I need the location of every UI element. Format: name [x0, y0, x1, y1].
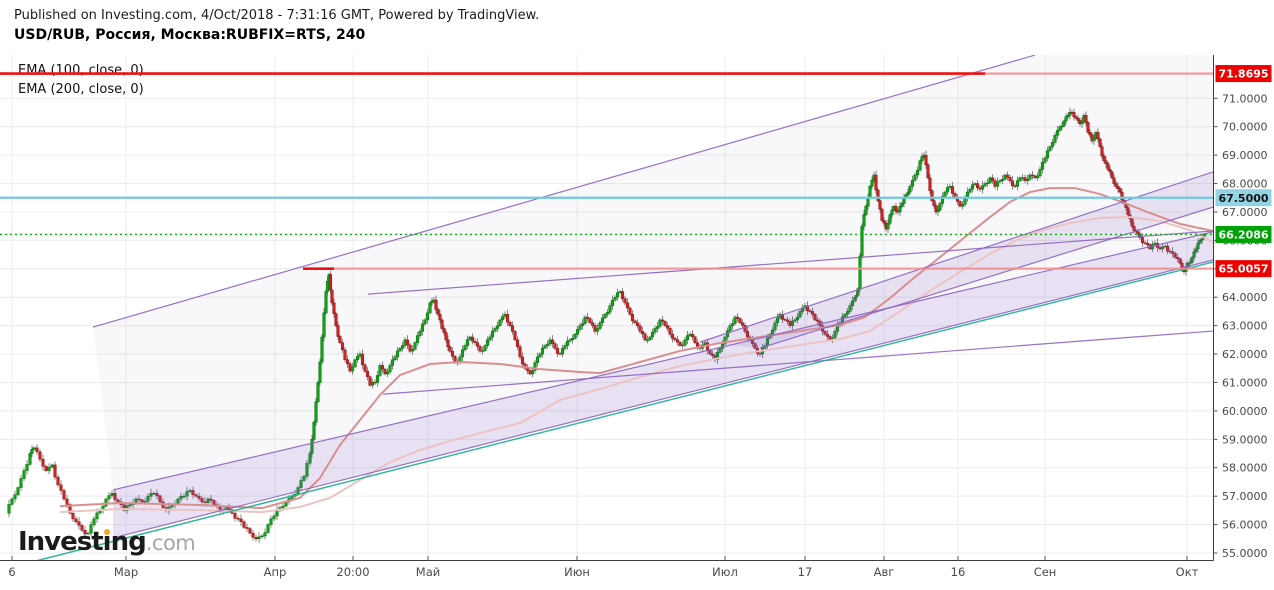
price-tick-label: 60.0000 [1222, 405, 1268, 418]
support-ray-badge-label: 65.0057 [1218, 263, 1268, 276]
support-teal [32, 261, 1213, 561]
price-tick-label: 64.0000 [1222, 291, 1268, 304]
resistance-upper-badge-label: 71.8695 [1218, 68, 1268, 81]
legend-ema200: EMA (200, close, 0) [18, 82, 144, 97]
price-tick-label: 62.0000 [1222, 348, 1268, 361]
time-tick-label: Авг [874, 565, 895, 579]
logo-text-2: ng [110, 527, 147, 557]
steep-band-bottom [759, 206, 1213, 349]
price-tick-label: 67.0000 [1222, 206, 1268, 219]
price-axis-labels[interactable]: 55.0000 56.0000 57.0000 58.0000 59.0000 60.00… [1213, 92, 1268, 560]
price-tick-label: 56.0000 [1222, 519, 1268, 532]
current-price-badge [1215, 225, 1272, 243]
logo-text-1: Invest [18, 527, 104, 557]
band-channel-fill [113, 231, 1213, 538]
time-tick-label: Июл [712, 565, 738, 579]
price-tick-label: 59.0000 [1222, 433, 1268, 446]
steep-band-fill [700, 171, 1213, 349]
price-tick-label: 57.0000 [1222, 490, 1268, 503]
time-tick-label: 17 [798, 565, 813, 579]
price-tick-label: 63.0000 [1222, 320, 1268, 333]
level-lines [0, 72, 1213, 270]
investing-logo: Investing.com [18, 527, 196, 557]
current-price-badge-label: 66.2086 [1218, 228, 1268, 241]
time-tick-label: Мар [114, 565, 138, 579]
channel-band-bottom [112, 259, 1213, 539]
shallow-lower [382, 330, 1213, 395]
shallow-upper [367, 230, 1213, 295]
time-tick-label: Апр [264, 565, 287, 579]
time-tick-label: 6 [8, 565, 15, 579]
time-tick-label: Май [416, 565, 440, 579]
channel-fills [113, 171, 1213, 538]
time-tick-label: 20:00 [336, 565, 369, 579]
time-tick-label: Июн [564, 565, 590, 579]
price-tick-label: 68.0000 [1222, 178, 1268, 191]
steep-band-top [699, 171, 1213, 343]
price-badges: 71.8695 67.5000 66.2086 65.0057 [1215, 65, 1272, 278]
time-axis-labels[interactable]: 6 Мар Апр 20:00 Май Июн Июл 17 Авг 16 Сен Окт [8, 556, 1199, 579]
logo-suffix: .com [145, 531, 196, 555]
published-line: Published on Investing.com, 4/Oct/2018 -… [14, 8, 540, 23]
ema-lines [59, 187, 1213, 514]
price-tick-label: 70.0000 [1222, 121, 1268, 134]
channel-band-top [112, 231, 1213, 491]
ema-100-line [59, 187, 1213, 510]
support-ray-badge [1215, 260, 1272, 278]
level-675-badge-label: 67.5000 [1218, 192, 1268, 205]
time-tick-label: 16 [951, 565, 966, 579]
axes [0, 55, 1214, 561]
trend-lines [32, 55, 1213, 561]
chart-title: USD/RUB, Россия, Москва:RUBFIX=RTS, 240 [14, 27, 366, 43]
logo-i-orange-dot: i [102, 527, 112, 557]
price-tick-label: 58.0000 [1222, 462, 1268, 475]
resistance-upper-badge [1215, 65, 1272, 83]
time-tick-label: Окт [1176, 565, 1199, 579]
price-tick-label: 61.0000 [1222, 376, 1268, 389]
ema-200-line [59, 216, 1213, 514]
level-675-badge [1215, 189, 1272, 207]
price-tick-label: 71.0000 [1222, 92, 1268, 105]
price-tick-label: 55.0000 [1222, 547, 1268, 560]
channel-upper-steep [92, 55, 1036, 328]
price-tick-label: 69.0000 [1222, 149, 1268, 162]
time-tick-label: Сен [1034, 565, 1057, 579]
legend-ema200-label: EMA (200, close, 0) [18, 82, 144, 97]
